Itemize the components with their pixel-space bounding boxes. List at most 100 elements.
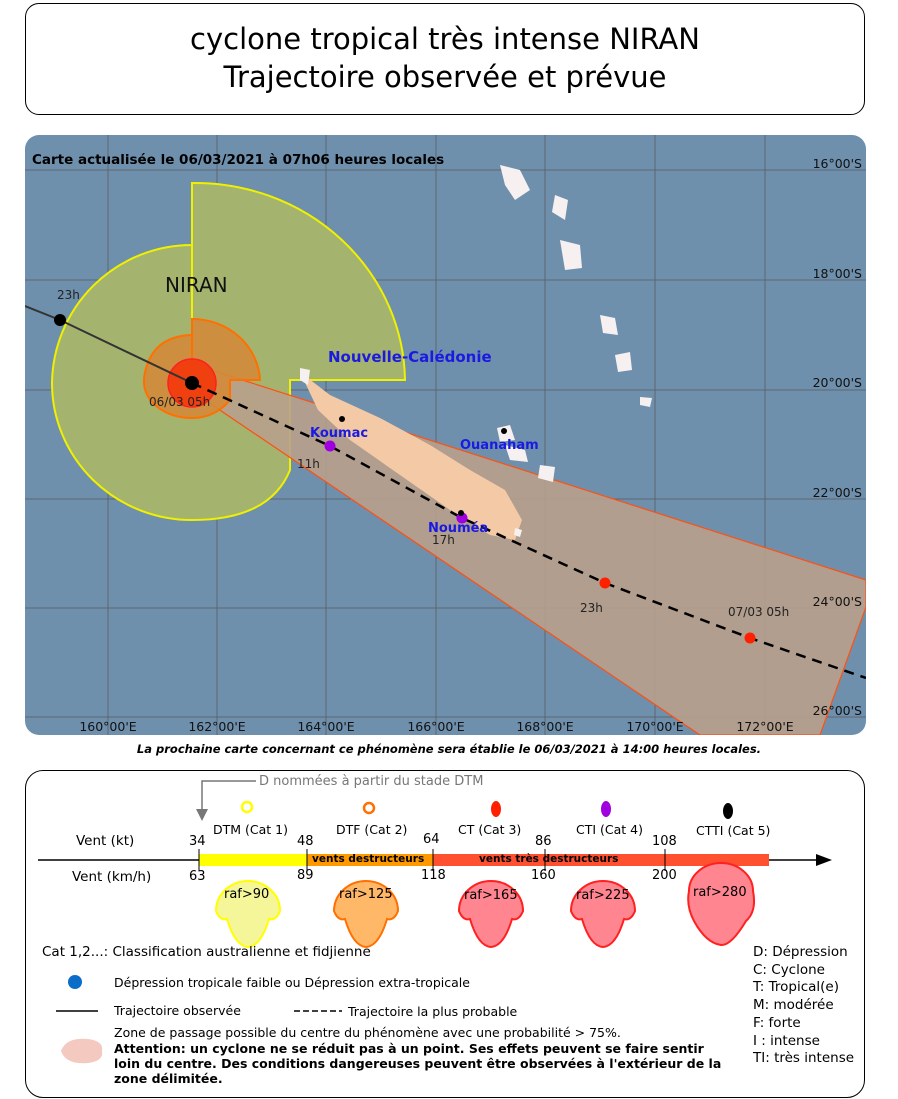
gust-label: raf>90 xyxy=(224,887,270,902)
past-position-icon xyxy=(54,314,66,326)
title-line-2: Trajectoire observée et prévue xyxy=(223,60,667,94)
lon-label: 162°00'E xyxy=(188,719,245,734)
cat4-symbol-icon xyxy=(601,801,611,817)
band-cat2 xyxy=(307,854,433,866)
gust-label: raf>165 xyxy=(464,888,518,903)
gust-cat1-icon xyxy=(214,880,282,949)
next-map-note: La prochaine carte concernant ce phénomè… xyxy=(136,742,762,756)
storm-name: NIRAN xyxy=(165,273,228,297)
abbr: F: forte xyxy=(753,1014,801,1031)
lat-label: 18°00'S xyxy=(813,266,862,281)
probable-text: Trajectoire la plus probable xyxy=(348,1004,518,1019)
kmh-tick: 160 xyxy=(531,868,556,883)
track-label: 07/03 05h xyxy=(728,605,789,619)
place-koumac: Koumac xyxy=(310,426,368,441)
kmh-tick: 118 xyxy=(421,868,446,883)
forecast-track xyxy=(191,381,866,680)
lat-label: 16°00'S xyxy=(813,156,862,171)
gust-label: raf>225 xyxy=(576,888,630,903)
depression-icon xyxy=(68,975,82,989)
abbr: I : intense xyxy=(753,1032,820,1049)
kmh-tick: 89 xyxy=(297,868,314,883)
gust-cat5-icon xyxy=(687,862,756,947)
wind-kt-label: Vent (kt) xyxy=(76,833,135,849)
lon-label: 170°00'E xyxy=(626,719,683,734)
lon-label: 160°00'E xyxy=(79,719,136,734)
category-label: CT (Cat 3) xyxy=(458,822,522,837)
track-label: 17h xyxy=(432,533,455,547)
gust-label: raf>125 xyxy=(339,887,393,902)
abbr: D: Dépression xyxy=(753,944,848,960)
map-svg: Carte actualisée le 06/03/2021 à 07h06 h… xyxy=(25,135,866,735)
arrow-right-icon xyxy=(816,854,832,866)
town-dot xyxy=(501,428,507,434)
abbr: TI: très intense xyxy=(753,1050,855,1067)
kt-tick: 48 xyxy=(297,834,314,849)
grande-terre xyxy=(300,372,522,540)
lon-label: 172°00'E xyxy=(736,719,793,734)
track-label: 23h xyxy=(580,601,603,615)
band-destructive: vents destructeurs xyxy=(312,853,425,865)
islands xyxy=(300,165,652,540)
lat-label: 26°00'S xyxy=(813,703,862,718)
band-very-destructive: vents très destructeurs xyxy=(479,853,619,865)
band-cat3-5 xyxy=(433,854,769,866)
place-ouanaham: Ouanaham xyxy=(460,438,539,453)
naming-note: D nommées à partir du stade DTM xyxy=(259,774,484,789)
category-label: CTI (Cat 4) xyxy=(576,822,643,837)
kmh-tick: 63 xyxy=(189,869,206,884)
update-text: Carte actualisée le 06/03/2021 à 07h06 h… xyxy=(32,152,444,168)
legend-graphics xyxy=(38,780,832,1064)
place-noumea: Nouméa xyxy=(428,521,488,536)
lon-label: 168°00'E xyxy=(516,719,573,734)
arrow-down-icon xyxy=(196,809,208,821)
zone-icon xyxy=(61,1038,103,1064)
kmh-tick: 200 xyxy=(652,868,677,883)
lat-label: 20°00'S xyxy=(813,375,862,390)
band-cat1 xyxy=(199,854,307,866)
abbr: C: Cyclone xyxy=(753,961,825,978)
kt-tick: 108 xyxy=(652,834,677,849)
lat-label: 24°00'S xyxy=(813,594,862,609)
town-dot xyxy=(458,510,464,516)
track-label: 11h xyxy=(297,457,320,471)
gust-cat4-icon xyxy=(569,880,637,949)
title-line-1: cyclone tropical très intense NIRAN xyxy=(190,22,700,56)
observed-text: Trajectoire observée xyxy=(114,1003,241,1018)
legend: D nommées à partir du stade DTM Vent (kt… xyxy=(25,770,865,1098)
forecast-cat4-icon xyxy=(324,440,336,452)
cat-note: Cat 1,2...: Classification australienne … xyxy=(42,944,371,960)
track-label: 23h xyxy=(57,288,80,302)
cyclone-map: Carte actualisée le 06/03/2021 à 07h06 h… xyxy=(25,135,866,735)
current-position-icon xyxy=(185,376,199,390)
gust-label: raf>280 xyxy=(693,885,747,900)
lat-label: 22°00'S xyxy=(813,485,862,500)
kt-tick: 86 xyxy=(535,834,552,849)
category-label: CTTI (Cat 5) xyxy=(696,823,771,838)
gust-cat2-icon xyxy=(332,880,400,949)
abbr: M: modérée xyxy=(753,997,834,1014)
cat5-symbol-icon xyxy=(723,803,733,819)
warning-text: Attention: un cyclone ne se réduit pas à… xyxy=(114,1041,722,1086)
wind-kmh-label: Vent (km/h) xyxy=(72,869,152,885)
category-label: DTF (Cat 2) xyxy=(336,822,408,837)
abbreviations: D: Dépression C: Cyclone T: Tropical(e) … xyxy=(753,944,854,1068)
lon-label: 166°00'E xyxy=(407,719,464,734)
gust-cat3-icon xyxy=(457,880,525,949)
category-label: DTM (Cat 1) xyxy=(213,822,288,837)
kt-tick: 64 xyxy=(423,832,440,847)
abbr: T: Tropical(e) xyxy=(753,979,839,996)
kt-tick: 34 xyxy=(189,834,206,849)
cat3-symbol-icon xyxy=(491,801,501,817)
title-box: cyclone tropical très intense NIRAN Traj… xyxy=(25,3,865,115)
track-label: 06/03 05h xyxy=(149,395,210,409)
region-label: Nouvelle-Calédonie xyxy=(328,348,492,366)
lon-label: 164°00'E xyxy=(297,719,354,734)
zone-text: Zone de passage possible du centre du ph… xyxy=(114,1025,621,1040)
town-dot xyxy=(339,416,345,422)
cat2-symbol-icon xyxy=(362,801,376,815)
forecast-cat3-icon xyxy=(599,577,611,589)
depression-text: Dépression tropicale faible ou Dépressio… xyxy=(114,975,470,990)
cat1-symbol-icon xyxy=(240,800,254,814)
forecast-cat3-icon xyxy=(744,632,756,644)
